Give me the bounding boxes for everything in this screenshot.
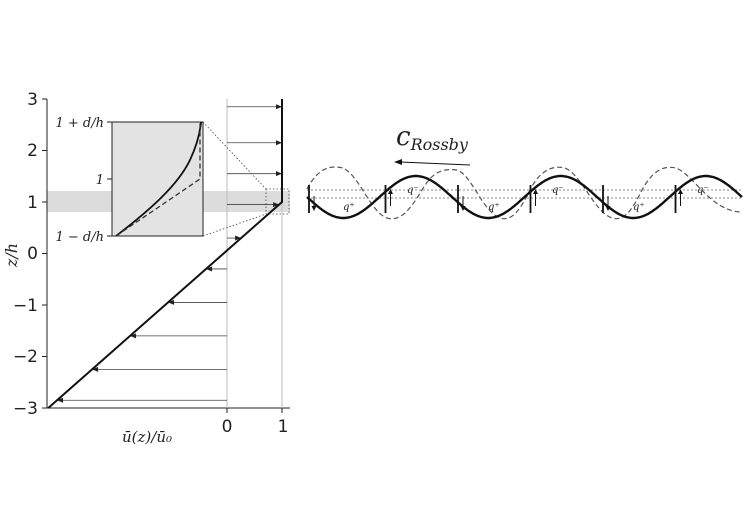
velocity-arrowhead <box>276 104 282 110</box>
inset-tick-label: 1 <box>96 173 104 188</box>
vertical-arrowhead <box>460 206 466 211</box>
zoom-connector-bottom <box>202 213 267 237</box>
velocity-arrowhead <box>168 299 175 305</box>
inset-tick-label: 1 + d/h <box>55 116 104 131</box>
q-plus-label: q⁺ <box>343 202 355 213</box>
inset-smooth-profile <box>115 121 202 237</box>
inset-piecewise-profile <box>115 122 201 237</box>
vertical-arrowhead <box>311 206 317 211</box>
q-minus-label: q⁻ <box>407 185 419 196</box>
velocity-arrowhead <box>276 171 282 177</box>
velocity-arrowhead <box>206 266 213 272</box>
q-minus-label: q⁻ <box>697 185 709 196</box>
profile-panel: 3 2 1 0 −1 −2 −3 0 1 z/h ū(z)/ū₀ <box>2 90 290 446</box>
vertical-arrowhead <box>533 189 538 194</box>
velocity-arrowhead <box>235 235 242 241</box>
velocity-arrows <box>57 104 282 403</box>
propagation-arrowhead <box>394 159 402 165</box>
zoom-connector-top <box>202 121 267 190</box>
velocity-profile-line <box>47 99 283 409</box>
wave-panel: cRossby q⁻ q⁺ q⁻ q⁺ q⁻ q⁺ <box>306 122 743 220</box>
velocity-arrowhead <box>57 397 64 403</box>
velocity-arrowhead <box>273 202 280 208</box>
q-minus-label: q⁻ <box>552 185 564 196</box>
y-axis-label: z/h <box>2 243 21 268</box>
y-ticks: 3 2 1 0 −1 −2 −3 <box>13 90 47 419</box>
x-tick-label: 0 <box>222 417 233 437</box>
vertical-arrowhead <box>605 206 611 211</box>
propagation-arrow <box>399 161 471 166</box>
velocity-arrowhead <box>130 333 137 339</box>
y-tick-label: −1 <box>13 296 38 316</box>
y-tick-label: −2 <box>13 347 38 367</box>
y-tick-label: 3 <box>27 90 38 110</box>
vertical-arrowhead <box>678 189 683 194</box>
q-plus-label: q⁺ <box>633 202 645 213</box>
vertical-arrowhead <box>388 189 393 194</box>
wave-title: cRossby <box>396 122 469 154</box>
x-axis-label: ū(z)/ū₀ <box>122 428 172 446</box>
velocity-arrowhead <box>92 366 99 372</box>
y-tick-label: 1 <box>27 193 38 213</box>
vertical-velocity-markers <box>308 185 683 213</box>
inset-frame <box>111 121 204 237</box>
displaced-wave-line <box>306 166 741 220</box>
x-ticks: 0 1 <box>222 408 289 437</box>
pv-anomaly-labels: q⁻ q⁺ q⁻ q⁺ q⁻ q⁺ <box>343 185 709 213</box>
x-tick-label: 1 <box>278 417 289 437</box>
rossby-wave-line <box>306 174 743 220</box>
y-tick-label: 2 <box>27 141 38 161</box>
inset-tick-label: 1 − d/h <box>55 230 104 245</box>
y-tick-label: −3 <box>13 399 38 419</box>
y-tick-label: 0 <box>27 244 38 264</box>
zoom-region <box>265 188 290 215</box>
inset-zoom: 1 + d/h 1 1 − d/h <box>55 116 204 245</box>
q-plus-label: q⁺ <box>488 202 500 213</box>
velocity-arrowhead <box>276 140 282 146</box>
